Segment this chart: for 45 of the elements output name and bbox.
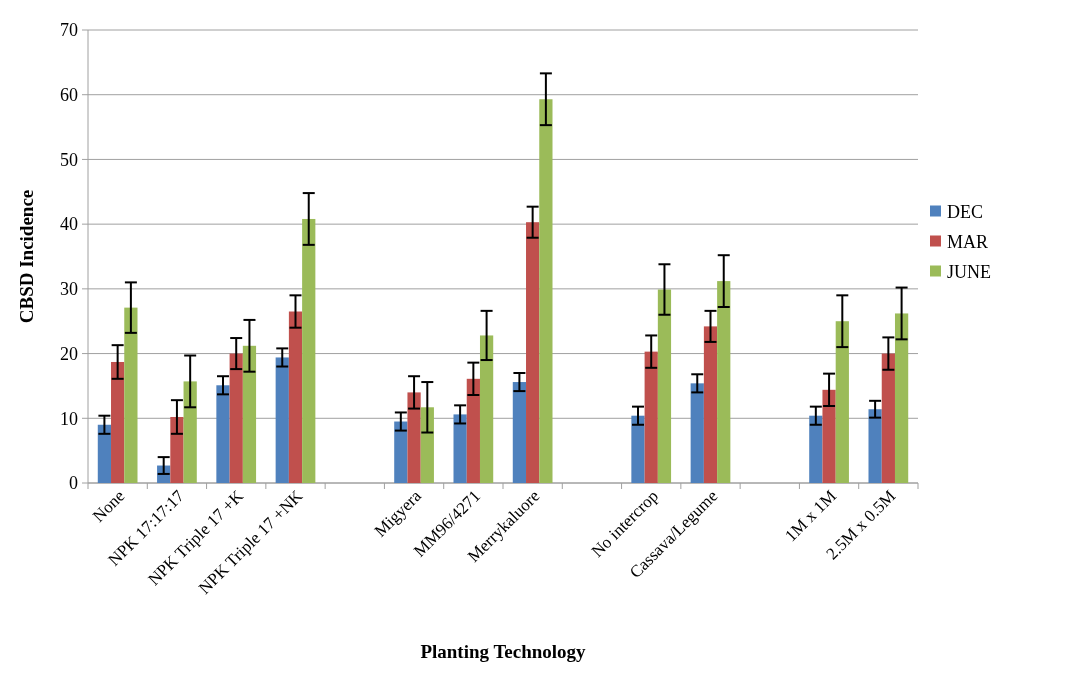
bar [631,415,645,483]
bar [894,313,909,483]
y-tick-label: 10 [60,408,78,429]
legend-label: MAR [947,231,989,252]
bar [183,381,197,483]
y-tick-label: 70 [60,20,78,41]
bar [717,281,731,483]
bar [394,421,408,483]
bar [809,415,823,483]
y-tick-label: 40 [60,214,78,235]
bar [881,353,895,483]
bar [526,222,540,483]
legend-label: JUNE [947,261,991,282]
bar [868,409,882,483]
bar [242,345,257,483]
bar [690,383,704,483]
bar [97,424,112,483]
bar [216,385,230,483]
bar [453,414,467,483]
bar [288,311,303,483]
bar [703,326,718,483]
bar [420,407,434,483]
bar [170,416,184,483]
bar [479,335,494,483]
bar [835,321,849,483]
y-tick-label: 50 [60,149,78,170]
x-axis-title: Planting Technology [420,641,587,662]
bar [657,289,672,483]
y-tick-label: 0 [69,473,78,494]
bar [302,218,316,483]
bar [539,99,553,483]
bar [644,351,658,483]
bar [275,357,289,483]
bar [111,361,125,483]
y-tick-label: 30 [60,279,78,300]
bar [229,353,243,483]
bar [124,307,138,483]
bar [407,392,421,483]
y-tick-label: 20 [60,343,78,364]
y-axis-title: CBSD Incidence [16,189,37,324]
y-tick-label: 60 [60,85,78,106]
bar [512,382,527,483]
legend-label: DEC [947,201,983,222]
bar [822,389,836,483]
bar [466,378,480,483]
